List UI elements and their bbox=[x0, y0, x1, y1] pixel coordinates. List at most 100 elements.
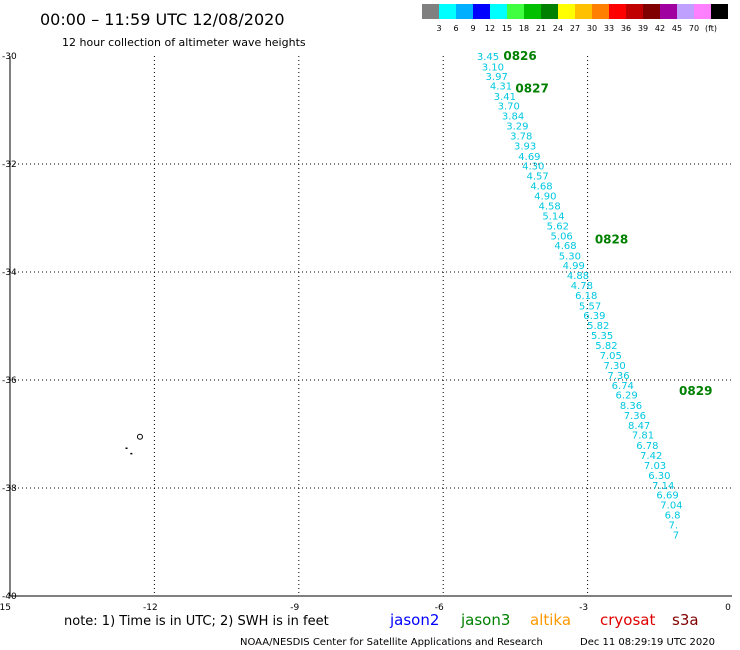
colorbar-swatch bbox=[609, 4, 626, 19]
chart-subtitle: 12 hour collection of altimeter wave hei… bbox=[62, 36, 306, 49]
timestamp-text: Dec 11 08:29:19 UTC 2020 bbox=[580, 637, 715, 648]
swh-label: 3.78 bbox=[510, 131, 532, 142]
colorbar-label: 30 bbox=[587, 24, 597, 33]
swh-label: 4.31 bbox=[490, 82, 512, 93]
swh-label: 7.05 bbox=[600, 351, 622, 362]
time-label: 0829 bbox=[679, 384, 712, 398]
color-scale-legend: 3 6 9 12 15 18 21 24 27 30 33 36 39 42 45 70 (ft) bbox=[422, 4, 728, 33]
swh-label: 3.10 bbox=[482, 62, 504, 73]
swh-label: 4.88 bbox=[567, 271, 589, 282]
satellite-name: jason2 bbox=[389, 611, 439, 629]
satellite-name: jason3 bbox=[460, 611, 510, 629]
y-tick-label: -38 bbox=[2, 484, 17, 494]
swh-label: 4.99 bbox=[563, 261, 585, 272]
colorbar-label: 21 bbox=[536, 24, 546, 33]
time-label: 0827 bbox=[515, 81, 548, 95]
swh-label: 7.03 bbox=[644, 461, 666, 472]
swh-label: 6.78 bbox=[636, 441, 658, 452]
swh-label: 4.68 bbox=[530, 182, 552, 193]
x-tick-label: -15 bbox=[0, 603, 11, 613]
swh-label: 5.82 bbox=[587, 321, 609, 332]
time-label: 0826 bbox=[503, 49, 536, 63]
plot-axes: -15-12-9-6-30-30-32-34-36-38-40 bbox=[0, 52, 732, 613]
swh-label: 5.06 bbox=[551, 231, 573, 242]
swh-label: 7.81 bbox=[632, 431, 654, 442]
swh-label: 6.8 bbox=[665, 510, 681, 521]
swh-label: 5.62 bbox=[547, 222, 569, 233]
colorbar-label: 70 bbox=[689, 24, 699, 33]
colorbar-swatch bbox=[660, 4, 677, 19]
x-tick-label: -6 bbox=[435, 603, 444, 613]
swh-label: 7.36 bbox=[607, 371, 629, 382]
colorbar-label: 12 bbox=[485, 24, 495, 33]
chart-title: 00:00 – 11:59 UTC 12/08/2020 bbox=[40, 10, 285, 29]
swh-label: 3.29 bbox=[506, 122, 528, 133]
colorbar-label: 45 bbox=[672, 24, 682, 33]
satellite-name: s3a bbox=[672, 611, 699, 629]
swh-label: 6.74 bbox=[612, 381, 634, 392]
x-tick-label: -3 bbox=[579, 603, 588, 613]
y-tick-label: -40 bbox=[2, 592, 17, 602]
plot-grid bbox=[10, 56, 732, 596]
colorbar-label: 18 bbox=[519, 24, 529, 33]
colorbar-label: (ft) bbox=[705, 24, 717, 33]
swh-label: 7.42 bbox=[640, 451, 662, 462]
swh-label: 4.69 bbox=[518, 152, 540, 163]
colorbar-label: 36 bbox=[621, 24, 631, 33]
swh-label: 7 bbox=[673, 530, 679, 541]
colorbar-label: 42 bbox=[655, 24, 665, 33]
x-tick-label: -12 bbox=[143, 603, 158, 613]
y-tick-label: -34 bbox=[2, 268, 17, 278]
colorbar-swatch bbox=[592, 4, 609, 19]
colorbar-swatch bbox=[422, 4, 439, 19]
swh-label: 3.93 bbox=[514, 142, 536, 153]
colorbar-label: 33 bbox=[604, 24, 614, 33]
swh-label: 7.36 bbox=[624, 411, 646, 422]
colorbar-swatch bbox=[456, 4, 473, 19]
swh-label: 7.30 bbox=[603, 361, 625, 372]
colorbar-swatch bbox=[575, 4, 592, 19]
swh-label: 8.47 bbox=[628, 421, 650, 432]
colorbar-swatch bbox=[677, 4, 694, 19]
satellite-name: cryosat bbox=[600, 611, 655, 629]
swh-label: 4.68 bbox=[554, 241, 576, 252]
swh-label: 4.30 bbox=[522, 162, 544, 173]
swh-label: 3.45 bbox=[477, 52, 499, 63]
swh-label: 7. bbox=[668, 521, 678, 532]
colorbar-label: 6 bbox=[453, 24, 458, 33]
swh-label: 4.78 bbox=[571, 281, 593, 292]
footer-note: note: 1) Time is in UTC; 2) SWH is in fe… bbox=[64, 614, 329, 629]
swh-label: 5.57 bbox=[579, 301, 601, 312]
colorbar-label: 9 bbox=[470, 24, 475, 33]
colorbar-label: 3 bbox=[436, 24, 441, 33]
swh-label: 7.04 bbox=[660, 501, 682, 512]
swh-label: 5.30 bbox=[559, 251, 581, 262]
island-marker bbox=[130, 452, 133, 455]
pass-time-labels: 0826 0827 0828 0829 bbox=[503, 49, 712, 398]
colorbar-swatch bbox=[473, 4, 490, 19]
swh-label: 5.14 bbox=[542, 211, 564, 222]
colorbar-swatch bbox=[490, 4, 507, 19]
y-tick-label: -30 bbox=[2, 52, 17, 62]
credit-text: NOAA/NESDIS Center for Satellite Applica… bbox=[240, 637, 543, 648]
swh-label: 5.35 bbox=[591, 331, 613, 342]
swh-label: 6.69 bbox=[656, 490, 678, 501]
swh-label: 4.58 bbox=[539, 202, 561, 213]
colorbar-swatch bbox=[558, 4, 575, 19]
swh-label: 3.70 bbox=[498, 102, 520, 113]
island-marker bbox=[125, 447, 128, 449]
island-markers bbox=[125, 433, 143, 455]
swh-label: 8.36 bbox=[620, 401, 642, 412]
y-tick-label: -32 bbox=[2, 160, 17, 170]
colorbar-swatch bbox=[643, 4, 660, 19]
satellite-name: altika bbox=[530, 611, 571, 629]
swh-label: 5.82 bbox=[595, 341, 617, 352]
swh-label: 4.90 bbox=[534, 191, 556, 202]
swh-label: 6.30 bbox=[648, 471, 670, 482]
x-tick-label: -9 bbox=[290, 603, 299, 613]
colorbar-label: 39 bbox=[638, 24, 648, 33]
time-label: 0828 bbox=[595, 233, 628, 247]
swh-label: 6.29 bbox=[616, 391, 638, 402]
colorbar-label: 15 bbox=[502, 24, 512, 33]
colorbar-label: 27 bbox=[570, 24, 580, 33]
